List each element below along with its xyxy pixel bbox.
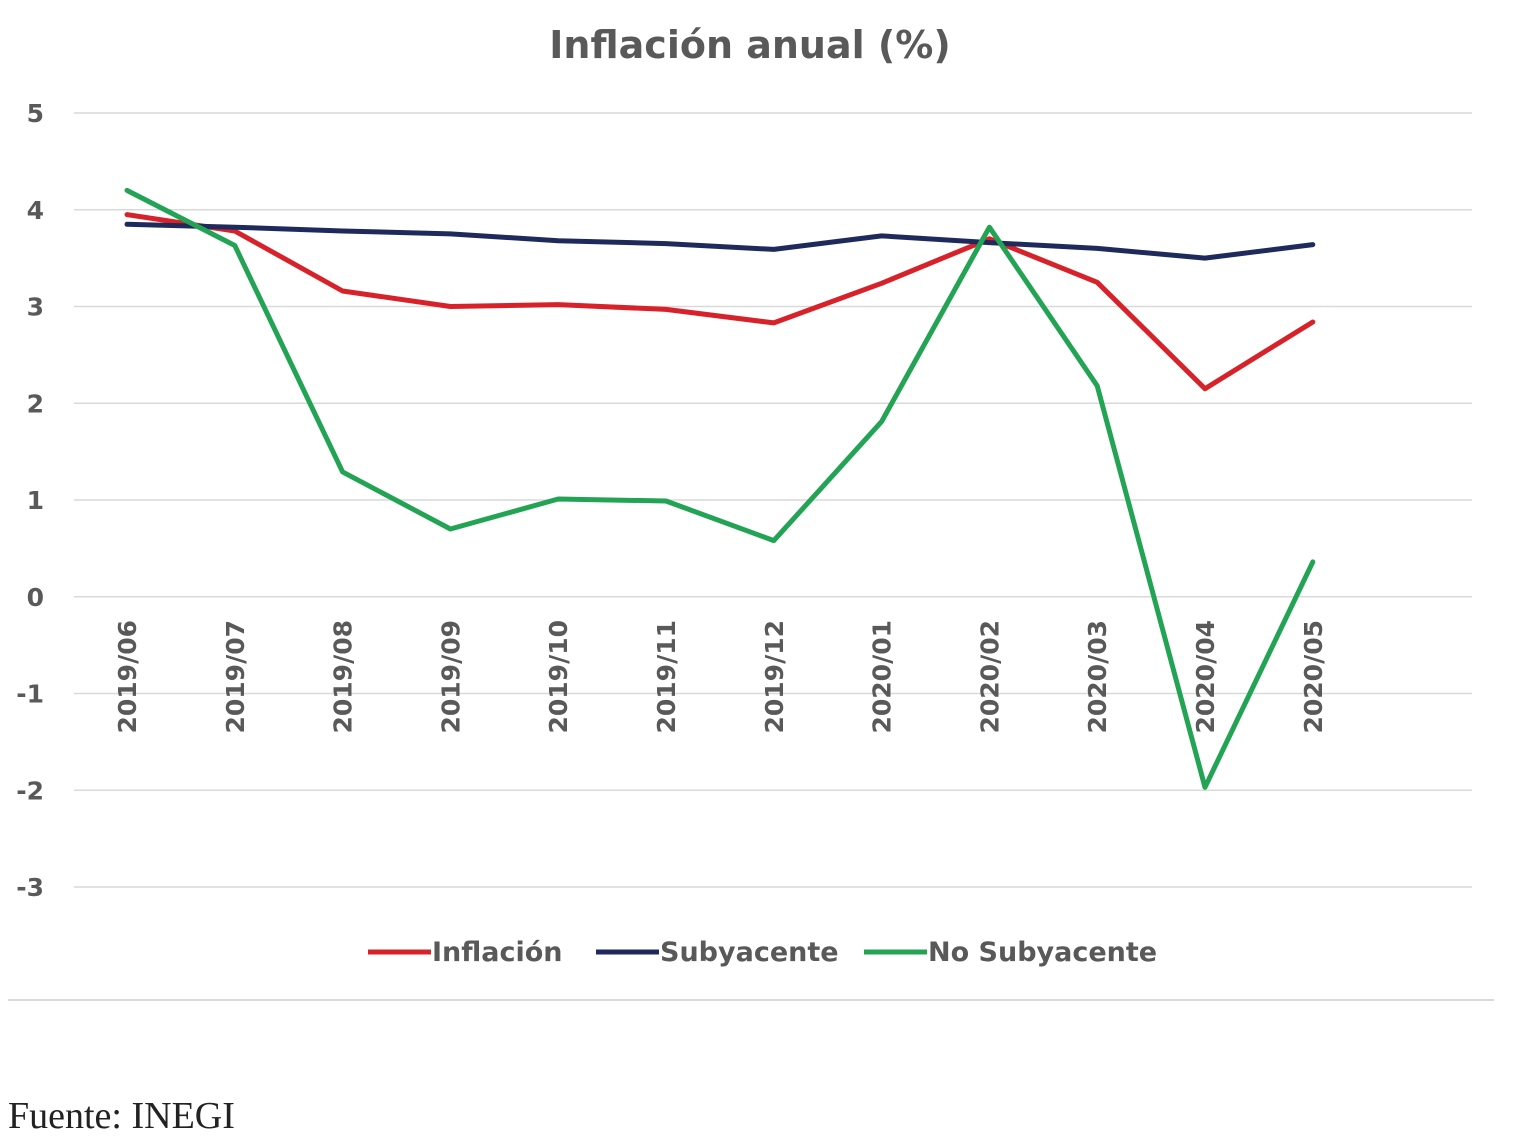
x-tick-label: 2019/10 xyxy=(544,620,573,734)
series-line-subyacente xyxy=(124,221,1316,261)
source-caption: Fuente: INEGI xyxy=(8,1095,235,1137)
y-tick-label: -2 xyxy=(16,776,44,805)
y-tick-label: 5 xyxy=(27,99,44,128)
y-tick-label: -1 xyxy=(16,680,44,709)
legend-label: Subyacente xyxy=(660,937,839,968)
x-tick-label: 2020/04 xyxy=(1191,620,1220,734)
x-tick-label: 2020/03 xyxy=(1083,620,1112,734)
series-line-inflación xyxy=(124,212,1316,392)
x-tick-label: 2019/06 xyxy=(113,620,142,734)
line-chart: Inflación anual (%) 5 4 3 2 1 0 -1 -2 -3 2019/06… xyxy=(8,23,1494,1001)
legend: Inflación Subyacente No Subyacente xyxy=(368,937,1157,968)
y-tick-label: -3 xyxy=(16,873,44,902)
y-tick-label: 0 xyxy=(27,583,44,612)
x-tick-label: 2019/11 xyxy=(652,620,681,734)
y-axis-ticks: 5 4 3 2 1 0 -1 -2 -3 xyxy=(16,99,44,902)
y-tick-label: 1 xyxy=(27,486,44,515)
legend-label: Inflación xyxy=(432,937,563,968)
x-tick-label: 2020/01 xyxy=(868,620,897,734)
x-tick-label: 2019/09 xyxy=(436,620,465,734)
x-tick-label: 2019/12 xyxy=(760,620,789,734)
y-tick-label: 3 xyxy=(27,293,44,322)
legend-label: No Subyacente xyxy=(928,937,1157,968)
series-lines xyxy=(124,187,1316,790)
y-tick-label: 4 xyxy=(27,196,44,225)
chart-title: Inflación anual (%) xyxy=(549,23,950,67)
x-tick-label: 2020/05 xyxy=(1299,620,1328,734)
x-tick-label: 2019/08 xyxy=(329,620,358,734)
x-tick-label: 2020/02 xyxy=(975,620,1004,734)
x-axis-ticks: 2019/06 2019/07 2019/08 2019/09 2019/10 2019/… xyxy=(113,620,1328,734)
series-line-no-subyacente xyxy=(124,187,1316,790)
y-tick-label: 2 xyxy=(27,389,44,418)
x-tick-label: 2019/07 xyxy=(221,620,250,734)
gridlines xyxy=(74,112,1472,888)
